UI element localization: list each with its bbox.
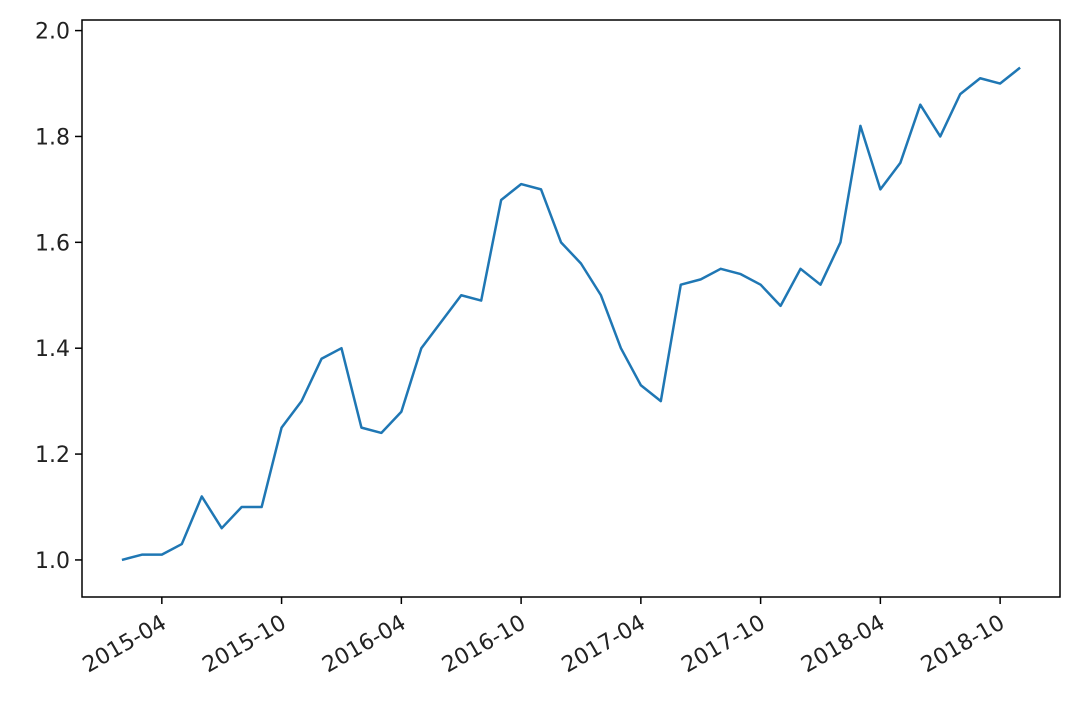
y-tick-label: 1.8 bbox=[35, 125, 70, 150]
data-line bbox=[121, 66, 1021, 562]
y-tick-label: 1.0 bbox=[35, 549, 70, 574]
y-tick-label: 1.6 bbox=[35, 231, 70, 256]
plot-frame bbox=[81, 19, 1061, 598]
y-tick-label: 1.2 bbox=[35, 443, 70, 468]
y-tick-label: 1.4 bbox=[35, 337, 70, 362]
y-tick-label: 2.0 bbox=[35, 20, 70, 45]
